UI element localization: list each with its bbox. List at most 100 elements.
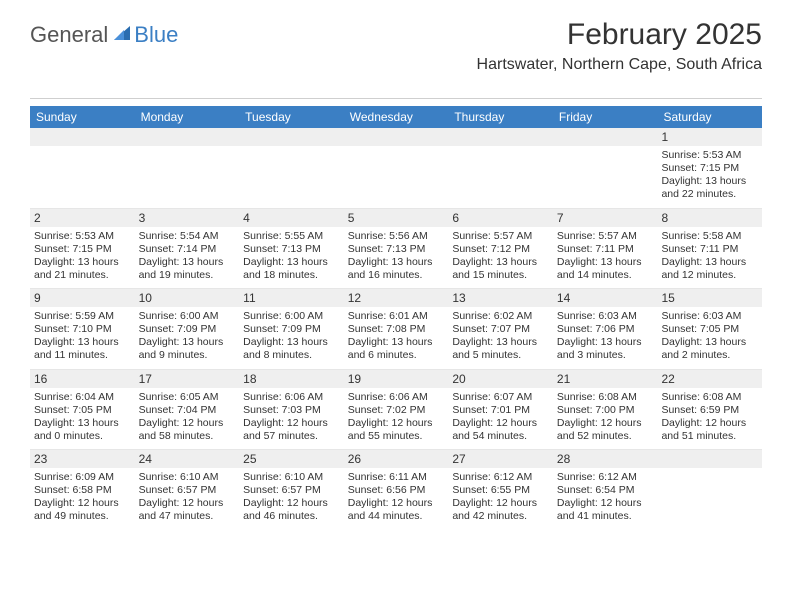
day-info: Sunrise: 6:07 AMSunset: 7:01 PMDaylight:…	[448, 388, 553, 444]
sunset-text: Sunset: 7:08 PM	[348, 323, 445, 336]
day-number: 17	[135, 370, 240, 388]
sunrise-text: Sunrise: 6:10 AM	[243, 471, 340, 484]
day-number: 16	[30, 370, 135, 388]
day-number: 25	[239, 450, 344, 468]
day-cell: 14Sunrise: 6:03 AMSunset: 7:06 PMDayligh…	[553, 288, 658, 369]
day-cell: 6Sunrise: 5:57 AMSunset: 7:12 PMDaylight…	[448, 208, 553, 289]
daylight-text: Daylight: 13 hours and 5 minutes.	[452, 336, 549, 362]
day-cell: 9Sunrise: 5:59 AMSunset: 7:10 PMDaylight…	[30, 288, 135, 369]
day-cell	[239, 128, 344, 208]
sunrise-text: Sunrise: 6:07 AM	[452, 391, 549, 404]
day-cell: 13Sunrise: 6:02 AMSunset: 7:07 PMDayligh…	[448, 288, 553, 369]
sunrise-text: Sunrise: 6:03 AM	[661, 310, 758, 323]
day-number: 22	[657, 370, 762, 388]
daylight-text: Daylight: 13 hours and 18 minutes.	[243, 256, 340, 282]
day-number: 14	[553, 289, 658, 307]
day-number: 24	[135, 450, 240, 468]
daylight-text: Daylight: 13 hours and 15 minutes.	[452, 256, 549, 282]
daylight-text: Daylight: 13 hours and 2 minutes.	[661, 336, 758, 362]
empty-day	[553, 128, 658, 146]
daylight-text: Daylight: 13 hours and 14 minutes.	[557, 256, 654, 282]
sunset-text: Sunset: 7:12 PM	[452, 243, 549, 256]
sunset-text: Sunset: 7:04 PM	[139, 404, 236, 417]
daylight-text: Daylight: 13 hours and 0 minutes.	[34, 417, 131, 443]
weekday-header: Saturday	[657, 106, 762, 128]
sunrise-text: Sunrise: 5:55 AM	[243, 230, 340, 243]
weekday-header: Wednesday	[344, 106, 449, 128]
header-divider	[30, 98, 762, 99]
sunrise-text: Sunrise: 6:08 AM	[557, 391, 654, 404]
daylight-text: Daylight: 12 hours and 58 minutes.	[139, 417, 236, 443]
empty-day	[30, 128, 135, 146]
day-cell: 3Sunrise: 5:54 AMSunset: 7:14 PMDaylight…	[135, 208, 240, 289]
day-number: 23	[30, 450, 135, 468]
sunrise-text: Sunrise: 6:12 AM	[452, 471, 549, 484]
sunrise-text: Sunrise: 6:05 AM	[139, 391, 236, 404]
day-number: 15	[657, 289, 762, 307]
calendar-grid: SundayMondayTuesdayWednesdayThursdayFrid…	[30, 106, 762, 530]
daylight-text: Daylight: 12 hours and 49 minutes.	[34, 497, 131, 523]
day-number: 18	[239, 370, 344, 388]
day-number: 20	[448, 370, 553, 388]
sunset-text: Sunset: 6:55 PM	[452, 484, 549, 497]
empty-day	[657, 450, 762, 468]
day-cell: 17 Sunrise: 6:05 AMSunset: 7:04 PMDayligh…	[135, 369, 240, 450]
weekday-header: Friday	[553, 106, 658, 128]
day-cell: 24Sunrise: 6:10 AMSunset: 6:57 PMDayligh…	[135, 449, 240, 530]
day-info: Sunrise: 5:58 AMSunset: 7:11 PMDaylight:…	[657, 227, 762, 283]
empty-day	[239, 128, 344, 146]
day-number: 11	[239, 289, 344, 307]
sunset-text: Sunset: 6:58 PM	[34, 484, 131, 497]
empty-day	[135, 128, 240, 146]
day-info: Sunrise: 6:00 AMSunset: 7:09 PMDaylight:…	[135, 307, 240, 363]
sunset-text: Sunset: 6:57 PM	[139, 484, 236, 497]
sunset-text: Sunset: 7:15 PM	[34, 243, 131, 256]
sunset-text: Sunset: 7:07 PM	[452, 323, 549, 336]
daylight-text: Daylight: 12 hours and 41 minutes.	[557, 497, 654, 523]
sunrise-text: Sunrise: 6:06 AM	[348, 391, 445, 404]
week-row: 2Sunrise: 5:53 AMSunset: 7:15 PMDaylight…	[30, 208, 762, 289]
day-cell: 20Sunrise: 6:07 AMSunset: 7:01 PMDayligh…	[448, 369, 553, 450]
sunrise-text: Sunrise: 5:59 AM	[34, 310, 131, 323]
sunset-text: Sunset: 7:00 PM	[557, 404, 654, 417]
sunset-text: Sunset: 7:10 PM	[34, 323, 131, 336]
location-subtitle: Hartswater, Northern Cape, South Africa	[30, 56, 762, 74]
daylight-text: Daylight: 12 hours and 51 minutes.	[661, 417, 758, 443]
day-cell: 15Sunrise: 6:03 AMSunset: 7:05 PMDayligh…	[657, 288, 762, 369]
weekday-header-row: SundayMondayTuesdayWednesdayThursdayFrid…	[30, 106, 762, 128]
day-number: 21	[553, 370, 658, 388]
sunset-text: Sunset: 7:13 PM	[348, 243, 445, 256]
brand-logo: General Blue	[30, 22, 178, 48]
weeks-container: 1Sunrise: 5:53 AMSunset: 7:15 PMDaylight…	[30, 128, 762, 530]
brand-part1: General	[30, 22, 108, 48]
sunset-text: Sunset: 7:11 PM	[661, 243, 758, 256]
day-info: Sunrise: 6:06 AMSunset: 7:03 PMDaylight:…	[239, 388, 344, 444]
day-cell: 5Sunrise: 5:56 AMSunset: 7:13 PMDaylight…	[344, 208, 449, 289]
sunset-text: Sunset: 6:57 PM	[243, 484, 340, 497]
weekday-header: Thursday	[448, 106, 553, 128]
sunrise-text: Sunrise: 6:03 AM	[557, 310, 654, 323]
sunrise-text: Sunrise: 5:54 AM	[139, 230, 236, 243]
day-info: Sunrise: 6:02 AMSunset: 7:07 PMDaylight:…	[448, 307, 553, 363]
day-number: 26	[344, 450, 449, 468]
day-cell	[448, 128, 553, 208]
daylight-text: Daylight: 13 hours and 3 minutes.	[557, 336, 654, 362]
daylight-text: Daylight: 12 hours and 57 minutes.	[243, 417, 340, 443]
daylight-text: Daylight: 13 hours and 16 minutes.	[348, 256, 445, 282]
sunrise-text: Sunrise: 5:58 AM	[661, 230, 758, 243]
daylight-text: Daylight: 12 hours and 54 minutes.	[452, 417, 549, 443]
sunset-text: Sunset: 6:56 PM	[348, 484, 445, 497]
sunrise-text: Sunrise: 6:11 AM	[348, 471, 445, 484]
day-cell: 18Sunrise: 6:06 AMSunset: 7:03 PMDayligh…	[239, 369, 344, 450]
sunset-text: Sunset: 7:11 PM	[557, 243, 654, 256]
sunrise-text: Sunrise: 6:12 AM	[557, 471, 654, 484]
day-cell: 8Sunrise: 5:58 AMSunset: 7:11 PMDaylight…	[657, 208, 762, 289]
weekday-header: Tuesday	[239, 106, 344, 128]
day-info: Sunrise: 6:03 AMSunset: 7:06 PMDaylight:…	[553, 307, 658, 363]
day-cell: 22Sunrise: 6:08 AMSunset: 6:59 PMDayligh…	[657, 369, 762, 450]
sunset-text: Sunset: 7:09 PM	[139, 323, 236, 336]
sunrise-text: Sunrise: 6:10 AM	[139, 471, 236, 484]
day-cell	[30, 128, 135, 208]
day-cell: 7Sunrise: 5:57 AMSunset: 7:11 PMDaylight…	[553, 208, 658, 289]
sunset-text: Sunset: 6:59 PM	[661, 404, 758, 417]
